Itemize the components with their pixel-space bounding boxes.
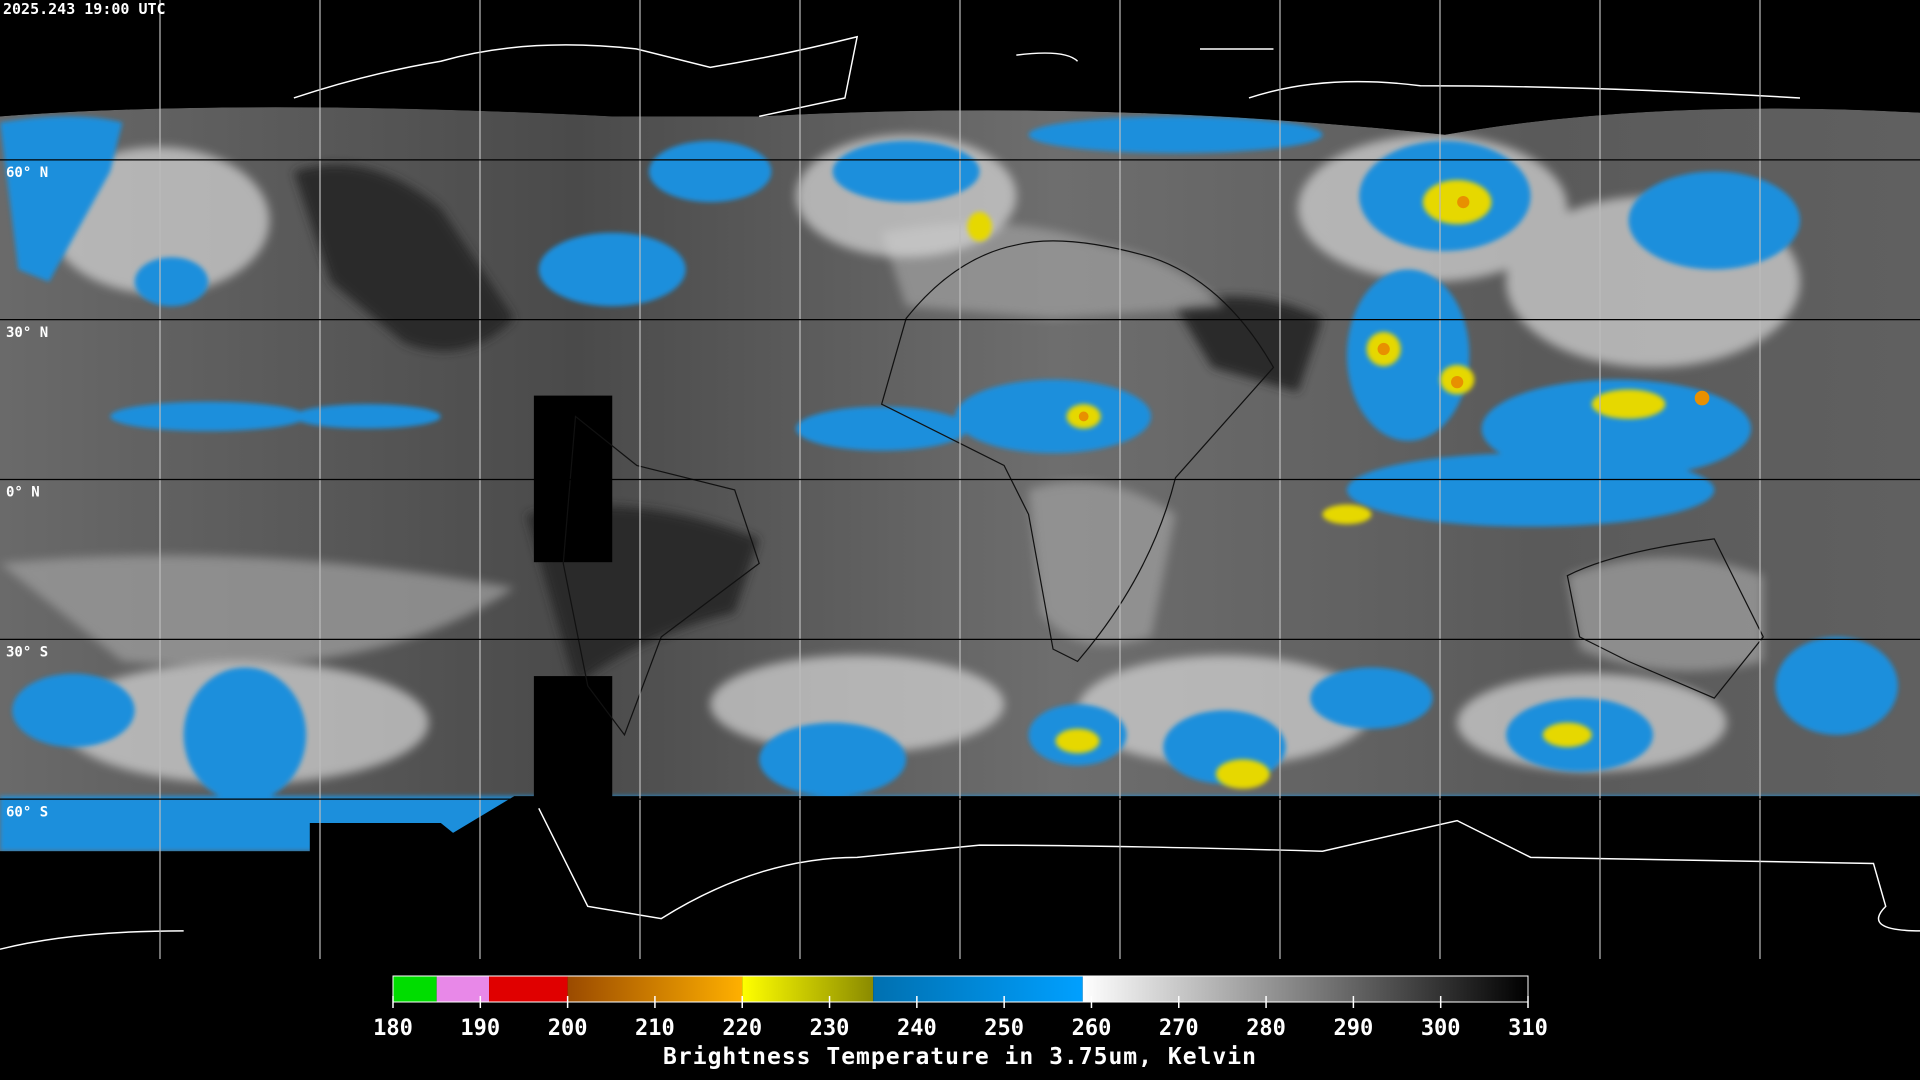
colorbar-tick-label: 190 [460,1016,500,1041]
colorbar-tick-label: 220 [722,1016,762,1041]
colorbar-segment [873,976,1083,1002]
timestamp: 2025.243 19:00 UTC [3,0,166,18]
colorbar-label: Brightness Temperature in 3.75um, Kelvin [663,1044,1257,1070]
latitude-label: 60° N [6,165,48,181]
colorbar-tick-label: 240 [897,1016,937,1041]
colorbar-tick-label: 260 [1072,1016,1112,1041]
colorbar-tick-label: 300 [1421,1016,1461,1041]
colorbar-segment [489,976,568,1002]
colorbar-frame [392,975,1529,1003]
colorbar: 180 190 200 210 220 230 240 250 260 270 280 290 300 3… [373,975,1548,1041]
latitude-label: 60° S [6,804,48,820]
colorbar-segment [742,976,874,1002]
latitude-label: 0° N [6,485,40,501]
colorbar-tick-label: 310 [1508,1016,1548,1041]
graticule [159,0,1761,959]
colorbar-segment [1082,976,1528,1002]
latitude-label: 30° S [6,644,48,660]
colorbar-tick-label: 270 [1159,1016,1199,1041]
colorbar-tick-label: 230 [810,1016,850,1041]
colorbar-tick-label: 280 [1246,1016,1286,1041]
colorbar-tick-label: 180 [373,1016,413,1041]
colorbar-tick-label: 290 [1334,1016,1374,1041]
colorbar-tick-label: 200 [548,1016,588,1041]
colorbar-tick-label: 250 [984,1016,1024,1041]
latitude-label: 30° N [6,325,48,341]
colorbar-tick-label: 210 [635,1016,675,1041]
latitude-labels: 60° N 30° N 0° N 30° S 60° S [6,165,48,820]
satellite-map [0,0,1920,959]
colorbar-segment [436,976,490,1002]
colorbar-segment [393,976,437,1002]
